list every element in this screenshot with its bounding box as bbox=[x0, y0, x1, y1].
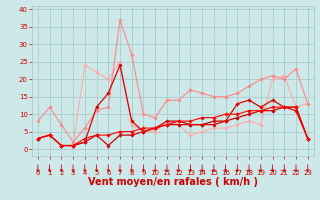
X-axis label: Vent moyen/en rafales ( km/h ): Vent moyen/en rafales ( km/h ) bbox=[88, 177, 258, 187]
